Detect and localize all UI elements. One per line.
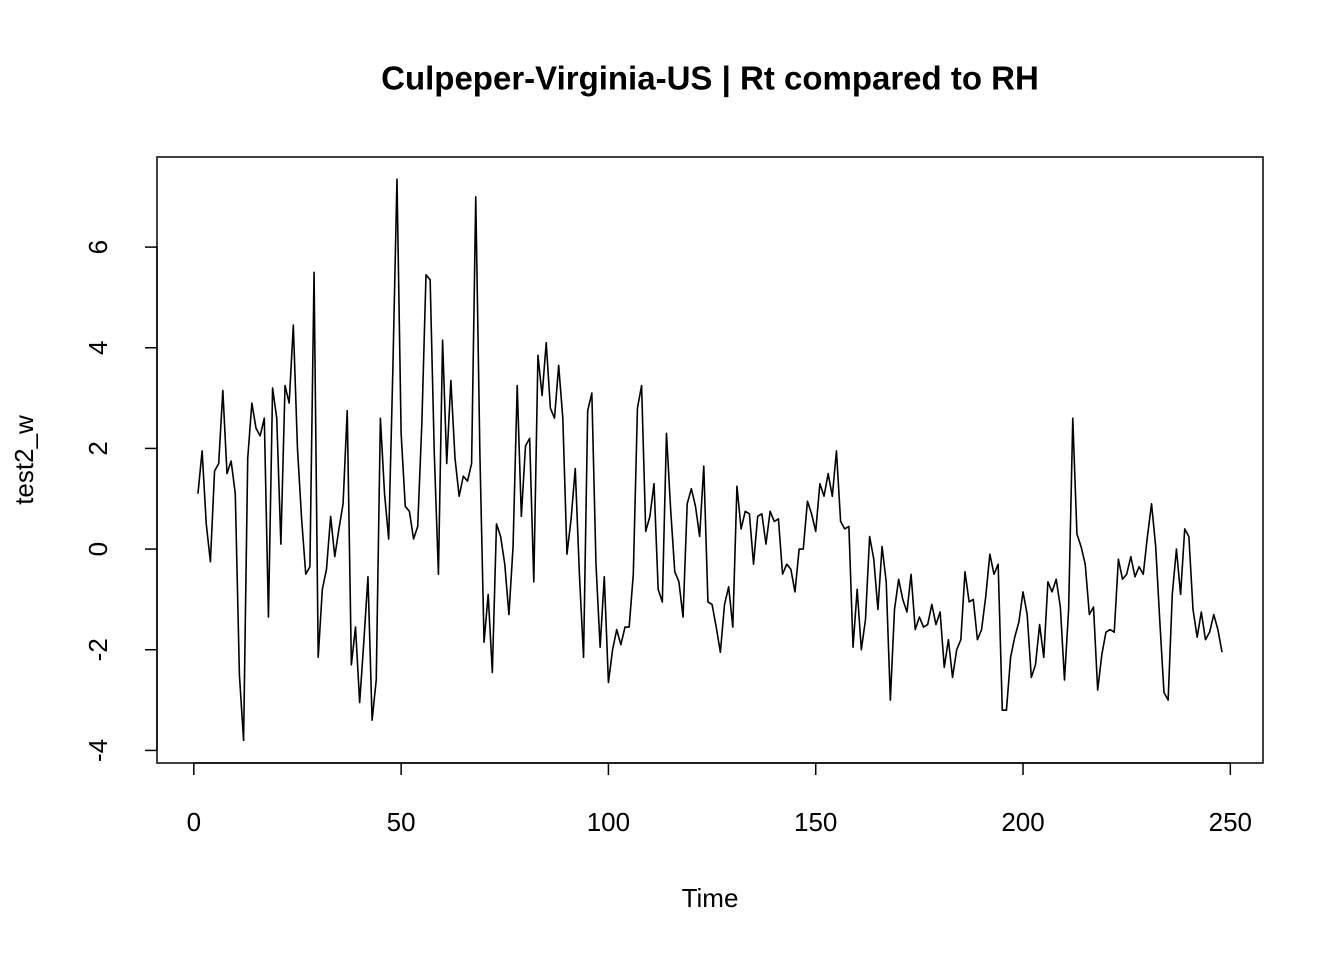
x-tick-label: 0 — [187, 807, 201, 837]
x-axis-label: Time — [682, 883, 739, 913]
y-tick-label: 4 — [83, 341, 113, 355]
x-tick-label: 200 — [1001, 807, 1044, 837]
x-tick-label: 100 — [587, 807, 630, 837]
x-tick-label: 250 — [1209, 807, 1252, 837]
x-tick-label: 50 — [387, 807, 416, 837]
y-tick-label: -4 — [83, 739, 113, 762]
chart-title: Culpeper-Virginia-US | Rt compared to RH — [381, 60, 1039, 97]
y-axis-label: test2_w — [9, 415, 39, 505]
y-tick-label: -2 — [83, 638, 113, 661]
y-tick-label: 6 — [83, 240, 113, 254]
series-line — [197, 178, 1223, 742]
x-tick-label: 150 — [794, 807, 837, 837]
y-tick-label: 0 — [83, 542, 113, 556]
y-tick-label: 2 — [83, 441, 113, 455]
